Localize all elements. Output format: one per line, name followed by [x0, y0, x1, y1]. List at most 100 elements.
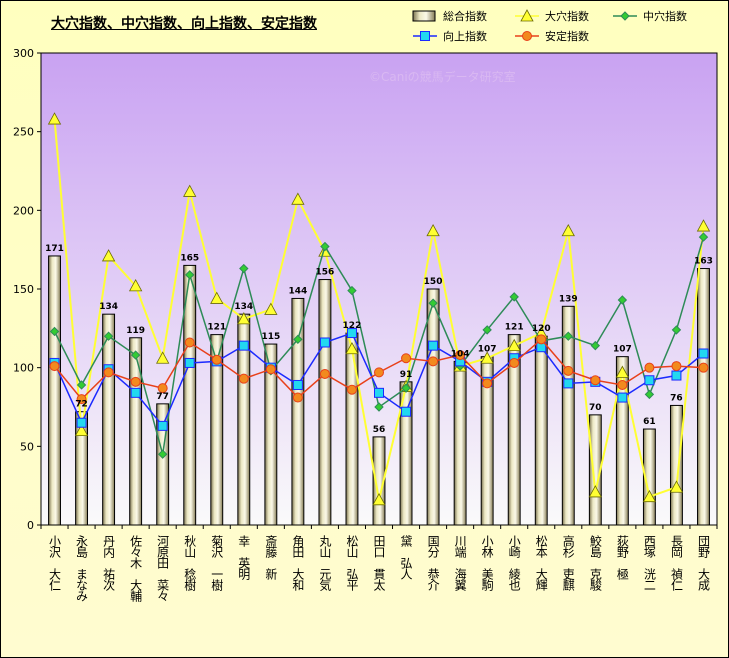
bar [156, 403, 170, 526]
bar-value-label: 165 [180, 253, 199, 263]
data-point [76, 394, 87, 405]
x-category-label: 河原田 菜々 [156, 535, 170, 602]
legend-marker [520, 9, 534, 22]
bar-value-label: 107 [478, 345, 497, 355]
data-point [239, 263, 249, 274]
data-point [482, 325, 492, 335]
bar-value-label: 115 [261, 332, 280, 342]
x-category-label: 黛 弘人 [399, 535, 413, 579]
x-category-label: 小沢 大仁 [48, 535, 62, 591]
bar-value-label: 120 [532, 324, 551, 334]
data-point [346, 328, 357, 339]
x-category-label: 川端 海翼 [453, 535, 467, 591]
bar-value-label: 56 [373, 425, 386, 435]
data-point [238, 340, 249, 351]
data-point [347, 285, 357, 296]
x-category-label: 団野 大成 [696, 535, 710, 592]
bar-value-label: 163 [694, 257, 713, 267]
data-point [238, 373, 249, 384]
legend-label: 安定指数 [545, 29, 589, 43]
data-point [74, 423, 89, 437]
legend-label: 大穴指数 [545, 9, 589, 23]
x-category-label: 小林 美駒 [480, 535, 494, 592]
bar [210, 334, 224, 526]
data-point [671, 370, 682, 381]
data-point [292, 392, 303, 403]
data-point [617, 379, 628, 390]
x-category-label: 永島 まなみ [75, 535, 89, 602]
data-point [76, 380, 87, 390]
data-point [509, 292, 519, 302]
x-category-label: 丸山 元気 [318, 535, 332, 592]
x-category-label: 小崎 綾也 [507, 535, 521, 591]
data-point [292, 379, 303, 390]
bar [372, 436, 386, 526]
data-point [265, 364, 276, 375]
data-point [642, 489, 657, 503]
bar-value-label: 171 [45, 244, 64, 254]
bar-value-label: 72 [75, 400, 88, 410]
data-point [346, 384, 357, 395]
data-point [103, 367, 114, 378]
data-point [374, 367, 384, 378]
data-point [401, 406, 412, 417]
data-point [428, 298, 438, 308]
bar-value-label: 76 [670, 393, 683, 403]
bar [264, 343, 278, 526]
y-tick-label: 150 [13, 283, 34, 296]
data-point [401, 383, 411, 393]
y-tick-label: 0 [27, 519, 34, 532]
x-category-label: 秋山 稔樹 [183, 535, 197, 591]
data-point [372, 492, 386, 506]
data-point [482, 378, 493, 389]
bar [75, 411, 89, 526]
data-point [563, 365, 574, 376]
data-point [617, 392, 628, 403]
data-point [698, 232, 709, 242]
y-tick-label: 50 [20, 440, 34, 453]
bar-value-label: 61 [643, 417, 656, 427]
bar [102, 313, 116, 526]
data-point [617, 295, 628, 305]
bar [48, 255, 61, 526]
legend-marker [522, 31, 532, 41]
bar-value-label: 121 [505, 323, 524, 333]
data-point [698, 348, 709, 359]
x-category-label: 佐々木 大輔 [129, 535, 143, 603]
x-category-label: 国分 恭介 [426, 535, 440, 591]
data-point [291, 192, 305, 205]
bar-value-label: 119 [126, 326, 145, 336]
bar [129, 337, 143, 526]
data-point [157, 383, 168, 394]
bar-value-label: 134 [99, 302, 118, 312]
data-point [536, 334, 547, 345]
data-point [401, 353, 412, 364]
bar [669, 404, 683, 526]
data-point [644, 389, 655, 400]
bar [507, 334, 521, 526]
bar-value-label: 156 [316, 268, 335, 278]
data-point [345, 341, 359, 355]
bar [318, 279, 332, 526]
x-category-label: 斎藤 新 [264, 534, 278, 580]
legend-marker [420, 31, 430, 41]
data-point [103, 331, 114, 341]
data-point [644, 362, 655, 373]
data-point [374, 402, 384, 412]
data-point [671, 361, 682, 372]
data-point [130, 376, 141, 387]
data-point [183, 184, 197, 197]
data-point [49, 361, 60, 372]
x-category-label: 松山 弘平 [345, 535, 359, 591]
data-point [211, 354, 222, 365]
y-tick-label: 250 [13, 126, 34, 139]
bar [534, 335, 548, 526]
data-point [561, 223, 575, 237]
data-point [128, 279, 143, 292]
data-point [184, 357, 195, 368]
data-point [130, 350, 141, 360]
legend-marker [620, 11, 630, 21]
chart-title: 大穴指数、中穴指数、向上指数、安定指数 [51, 16, 317, 32]
data-point [319, 337, 330, 348]
bar [561, 305, 575, 526]
